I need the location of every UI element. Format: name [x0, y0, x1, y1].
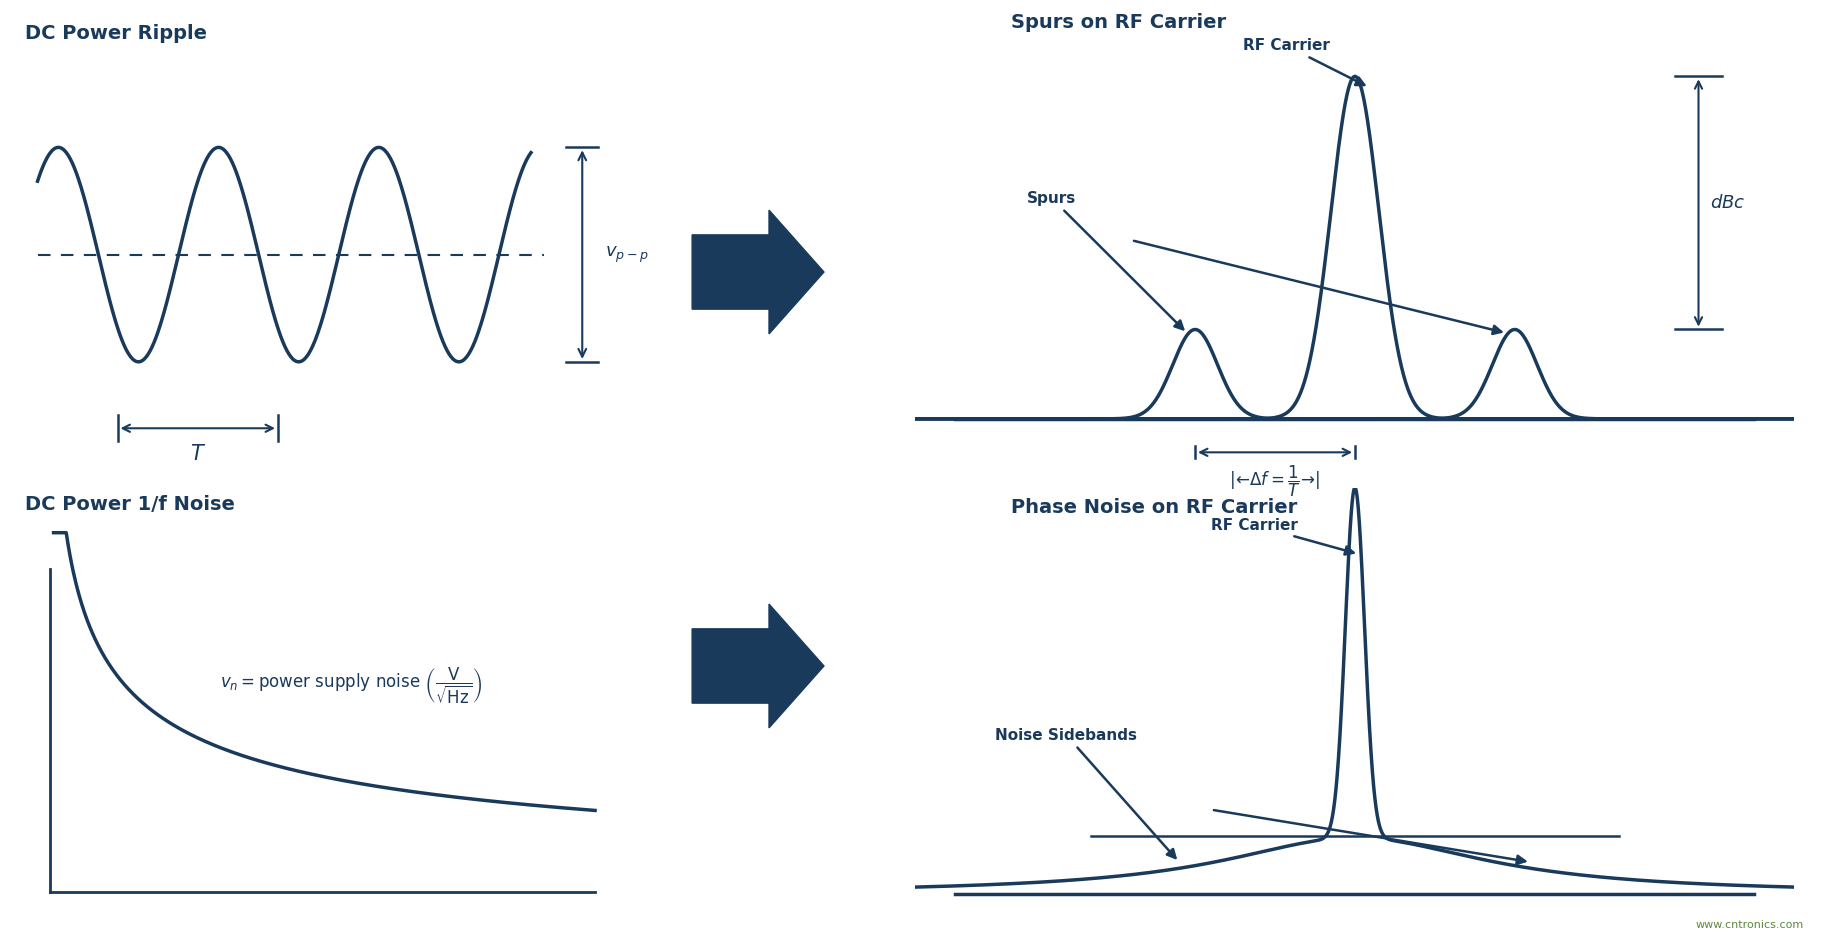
Text: $dBc$: $dBc$ [1709, 194, 1746, 212]
Text: Spurs on RF Carrier: Spurs on RF Carrier [1010, 13, 1226, 32]
Text: DC Power Ripple: DC Power Ripple [26, 24, 207, 43]
FancyArrow shape [692, 604, 824, 728]
Text: $T$: $T$ [190, 445, 205, 464]
Text: DC Power 1/f Noise: DC Power 1/f Noise [26, 495, 234, 514]
Text: Phase Noise on RF Carrier: Phase Noise on RF Carrier [1010, 498, 1297, 517]
FancyArrow shape [692, 210, 824, 334]
Text: Noise Sidebands: Noise Sidebands [996, 728, 1175, 858]
Text: www.cntronics.com: www.cntronics.com [1695, 920, 1803, 930]
Text: RF Carrier: RF Carrier [1243, 38, 1363, 85]
Text: RF Carrier: RF Carrier [1210, 518, 1352, 554]
Text: $v_{p-p}$: $v_{p-p}$ [604, 245, 648, 265]
Text: $|\!\leftarrow\!\Delta f = \dfrac{1}{T}\!\rightarrow\!|$: $|\!\leftarrow\!\Delta f = \dfrac{1}{T}\… [1228, 463, 1319, 499]
Text: Spurs: Spurs [1027, 191, 1182, 329]
Text: $v_n = \mathrm{power\ supply\ noise}\ \left(\dfrac{\mathrm{V}}{\sqrt{\mathrm{Hz}: $v_n = \mathrm{power\ supply\ noise}\ \l… [220, 665, 483, 705]
